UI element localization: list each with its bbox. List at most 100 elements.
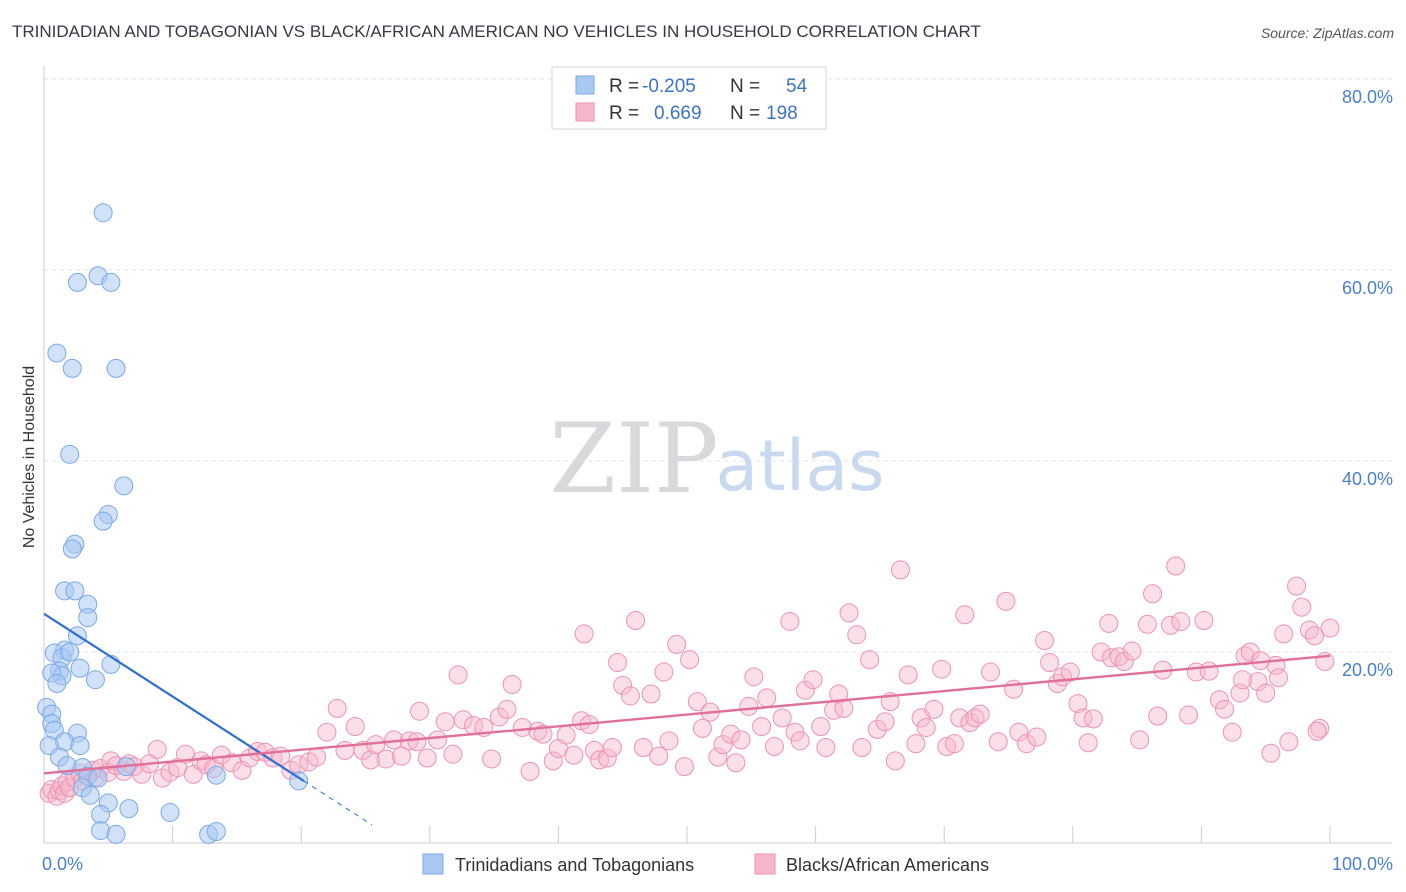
- data-point: [772, 708, 792, 728]
- watermark: ZIP atlas: [549, 403, 884, 515]
- x-tick-label-min: 0.0%: [42, 854, 83, 874]
- data-point: [206, 765, 226, 785]
- data-point: [731, 730, 751, 750]
- data-point: [739, 696, 759, 716]
- data-point: [1261, 743, 1281, 763]
- data-point: [590, 750, 610, 770]
- x-tick-labels: 0.0% 100.0%: [42, 854, 1393, 874]
- data-point: [1078, 733, 1098, 753]
- data-point: [70, 736, 90, 756]
- data-point: [602, 738, 622, 757]
- data-point: [222, 753, 242, 773]
- data-point: [757, 688, 777, 708]
- data-point: [641, 684, 661, 704]
- data-point: [93, 511, 113, 531]
- data-point: [443, 744, 463, 764]
- data-point: [613, 675, 633, 695]
- data-point: [932, 659, 952, 679]
- stats-legend: R = -0.205 N = 54 R = 0.669 N = 198: [551, 66, 827, 130]
- data-point: [428, 730, 448, 750]
- data-point: [512, 717, 532, 737]
- data-point: [502, 674, 522, 694]
- data-point: [1017, 734, 1037, 754]
- bottom-legend-pink-label: Blacks/African Americans: [786, 855, 989, 875]
- data-point: [803, 670, 823, 690]
- data-point: [106, 824, 126, 844]
- data-point: [93, 203, 113, 223]
- data-point: [1310, 718, 1330, 738]
- data-point: [317, 722, 337, 742]
- data-point: [1130, 730, 1150, 750]
- data-point: [574, 624, 594, 644]
- data-point: [1222, 722, 1242, 742]
- data-point: [944, 734, 964, 754]
- legend-n-value-2: 198: [766, 103, 798, 124]
- data-point: [482, 749, 502, 769]
- data-point: [327, 698, 347, 718]
- data-point: [937, 737, 957, 757]
- data-point: [88, 768, 108, 788]
- data-point: [726, 753, 746, 773]
- data-point: [1199, 661, 1219, 681]
- data-point: [875, 712, 895, 732]
- data-point: [924, 699, 944, 719]
- data-point: [744, 667, 764, 687]
- data-point: [1083, 709, 1103, 729]
- data-point: [47, 343, 67, 363]
- data-point: [1235, 646, 1255, 666]
- data-point: [649, 746, 669, 766]
- data-point: [847, 625, 867, 645]
- data-point: [410, 701, 430, 721]
- data-point: [106, 358, 126, 378]
- x-tick-label-max: 100.0%: [1332, 854, 1393, 874]
- legend-pink-swatch: [575, 102, 595, 122]
- data-point: [996, 591, 1016, 611]
- data-point: [721, 724, 741, 744]
- data-point: [1137, 614, 1157, 634]
- watermark-atlas: atlas: [715, 425, 884, 507]
- data-point: [62, 539, 82, 559]
- data-point: [980, 662, 1000, 682]
- data-point: [1161, 615, 1181, 635]
- y-tick-label: 40.0%: [1342, 469, 1393, 489]
- data-point: [1122, 641, 1142, 661]
- data-point: [860, 650, 880, 670]
- y-tick-label: 80.0%: [1342, 87, 1393, 107]
- trend-line-trinidadians: [43, 612, 305, 782]
- data-point: [1279, 732, 1299, 752]
- bottom-legend-blue-swatch: [422, 853, 444, 875]
- data-point: [890, 560, 910, 580]
- data-point: [1035, 631, 1055, 651]
- legend-r-label-1: R =: [609, 76, 639, 97]
- data-point: [47, 674, 67, 694]
- data-point: [692, 718, 712, 738]
- y-tick-labels: 20.0% 40.0% 60.0% 80.0%: [1342, 87, 1393, 680]
- data-point: [1248, 672, 1268, 692]
- data-point: [659, 731, 679, 751]
- data-point: [114, 476, 134, 496]
- data-point: [1287, 576, 1307, 596]
- data-point: [206, 822, 226, 842]
- data-point: [626, 610, 646, 630]
- data-point: [307, 747, 327, 767]
- data-point: [1269, 668, 1289, 688]
- data-point: [85, 670, 105, 690]
- data-point: [1256, 683, 1276, 703]
- series-trinidadians-and-tobagonians: [37, 203, 309, 844]
- data-point: [795, 680, 815, 700]
- bottom-legend-blue-label: Trinidadians and Tobagonians: [455, 855, 694, 875]
- data-point: [988, 732, 1008, 752]
- data-point: [489, 707, 509, 727]
- data-point: [1099, 613, 1119, 633]
- series-legend: Trinidadians and Tobagonians Blacks/Afri…: [422, 853, 989, 875]
- data-point: [970, 704, 990, 724]
- legend-r-label-2: R =: [609, 103, 639, 124]
- bottom-legend-pink-swatch: [754, 853, 776, 875]
- data-point: [1040, 653, 1060, 673]
- data-point: [448, 665, 468, 685]
- data-point: [1215, 699, 1235, 719]
- data-point: [497, 699, 517, 719]
- legend-n-label-1: N =: [730, 76, 760, 97]
- data-point: [67, 272, 87, 292]
- data-point: [407, 732, 427, 752]
